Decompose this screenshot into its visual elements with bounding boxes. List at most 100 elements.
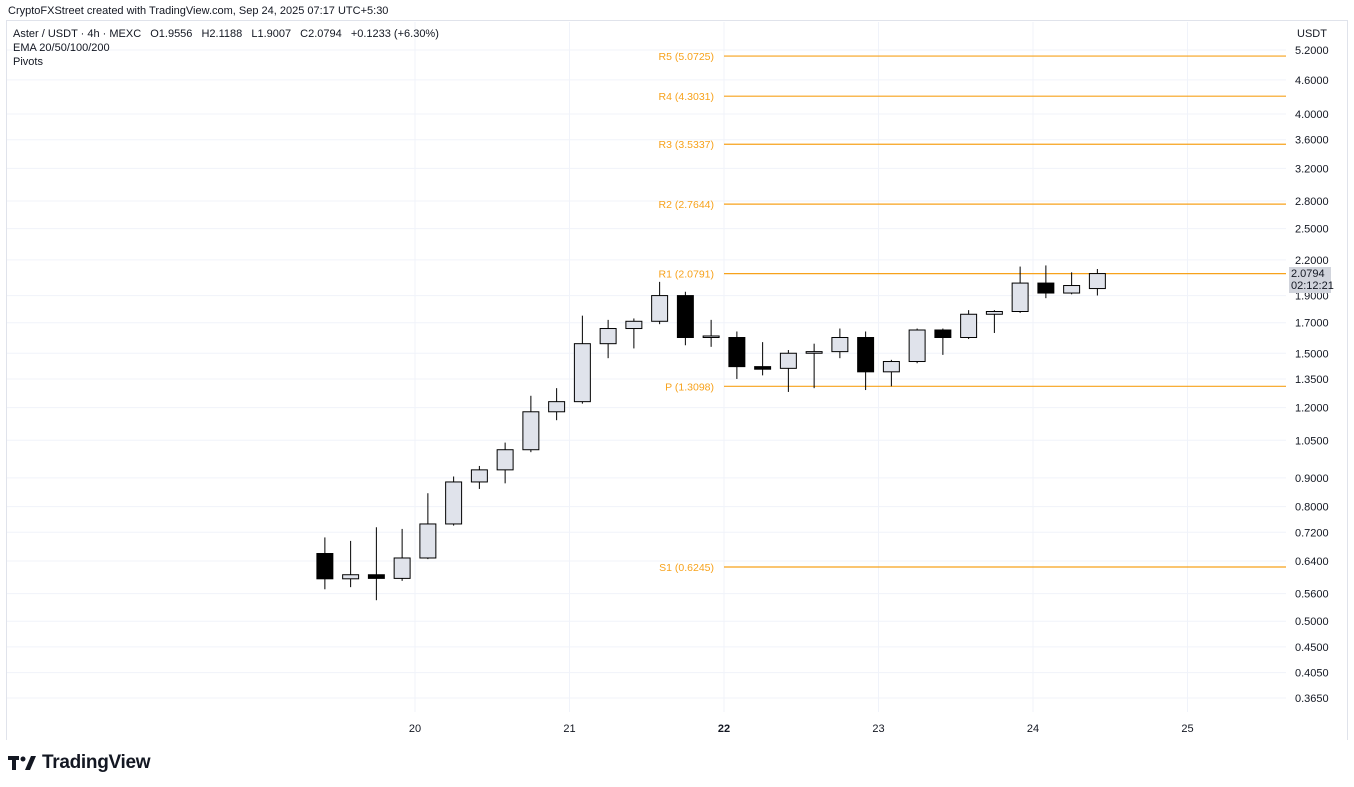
candle	[548, 388, 566, 421]
candle	[1037, 265, 1055, 299]
candle	[754, 342, 772, 376]
candle-body	[1063, 285, 1081, 294]
time-axis[interactable]: 20 21 22 23 24 25	[409, 723, 1194, 735]
candle	[522, 395, 540, 453]
candle-body	[625, 320, 643, 330]
y-tick-label: 3.6000	[1295, 135, 1329, 147]
candle-body	[522, 411, 540, 451]
chart-attribution: CryptoFXStreet created with TradingView.…	[8, 5, 389, 17]
x-tick-label: 22	[718, 723, 730, 735]
grid	[7, 22, 1286, 712]
candle	[419, 493, 437, 560]
pivot-label: R3 (3.5337)	[659, 139, 714, 151]
candle	[960, 310, 978, 340]
candle-body	[676, 295, 694, 339]
candle-body	[985, 311, 1003, 315]
y-tick-label: 2.5000	[1295, 224, 1329, 236]
y-tick-label: 0.8000	[1295, 502, 1329, 514]
pivot-label: R4 (4.3031)	[659, 91, 714, 103]
candle	[625, 318, 643, 349]
candle-body	[857, 337, 875, 373]
pivot-label: R1 (2.0791)	[659, 269, 714, 281]
legend-symbol-row: Aster / USDT · 4h · MEXC O1.9556 H2.1188…	[13, 27, 439, 41]
candle-body	[934, 329, 952, 339]
candle-body	[496, 449, 514, 471]
candle	[496, 442, 514, 484]
candle-body	[805, 351, 823, 354]
pivot-label: R5 (5.0725)	[659, 51, 714, 63]
y-tick-label: 3.2000	[1295, 163, 1329, 175]
candle	[831, 328, 849, 359]
y-tick-label: 0.6400	[1295, 556, 1329, 568]
pivot-levels: R5 (5.0725) R4 (4.3031) R3 (3.5337) R2 (2.7…	[659, 51, 1286, 574]
candle	[985, 310, 1003, 333]
y-tick-label: 1.0500	[1295, 435, 1329, 447]
tradingview-logo-icon	[8, 756, 36, 770]
candle	[1063, 272, 1081, 295]
last-price-value: 2.0794	[1291, 268, 1325, 280]
candle-body	[367, 574, 385, 579]
currency-label: USDT	[1297, 28, 1327, 40]
y-tick-label: 1.5000	[1295, 348, 1329, 360]
candle-body	[728, 337, 746, 368]
y-tick-label: 0.3650	[1295, 693, 1329, 705]
candle-body	[342, 574, 360, 580]
y-tick-label: 1.7000	[1295, 318, 1329, 330]
last-price-tag: 2.0794 02:12:21	[1289, 267, 1334, 293]
tradingview-brand: TradingView	[42, 752, 151, 773]
candle-body	[882, 361, 900, 373]
legend-low: L1.9007	[251, 28, 292, 40]
candle-body	[470, 469, 488, 483]
candle-body	[393, 557, 411, 579]
legend-symbol[interactable]: Aster / USDT · 4h · MEXC	[13, 28, 142, 40]
candle-body	[573, 343, 591, 403]
candle	[882, 359, 900, 387]
legend-change: +0.1233 (+6.30%)	[350, 28, 439, 40]
candle	[934, 328, 952, 355]
candle-body	[960, 313, 978, 339]
candle	[908, 328, 926, 364]
y-tick-label: 1.9000	[1295, 291, 1329, 303]
candle	[1011, 266, 1029, 313]
legend-indicator-pivots[interactable]: Pivots	[13, 56, 43, 68]
candle	[676, 291, 694, 346]
bar-countdown: 02:12:21	[1291, 280, 1334, 292]
candle	[728, 331, 746, 379]
candle-body	[445, 481, 463, 525]
candle	[316, 537, 334, 590]
y-tick-label: 2.8000	[1295, 196, 1329, 208]
candle-body	[548, 401, 566, 413]
candle-body	[908, 329, 926, 363]
candles	[316, 265, 1106, 601]
legend-close: C2.0794	[300, 28, 342, 40]
candle-body	[1011, 282, 1029, 313]
y-tick-label: 0.4050	[1295, 668, 1329, 680]
candle	[702, 319, 720, 347]
y-tick-label: 4.0000	[1295, 109, 1329, 121]
candle-body	[1037, 282, 1055, 294]
candle	[470, 465, 488, 489]
y-tick-label: 0.4500	[1295, 642, 1329, 654]
candle	[599, 319, 617, 359]
candle-body	[779, 352, 797, 369]
y-tick-label: 0.5000	[1295, 616, 1329, 628]
candle	[367, 527, 385, 601]
candle-body	[702, 335, 720, 339]
tradingview-logo[interactable]: TradingView	[8, 752, 151, 774]
y-tick-label: 1.3500	[1295, 374, 1329, 386]
y-tick-label: 0.9000	[1295, 473, 1329, 485]
candle	[393, 528, 411, 581]
legend-indicator-ema[interactable]: EMA 20/50/100/200	[13, 42, 110, 54]
pivot-label: S1 (0.6245)	[659, 562, 714, 574]
y-tick-label: 5.2000	[1295, 45, 1329, 57]
price-axis[interactable]: 0.3650 0.4050 0.4500 0.5000 0.5600 0.6400 0.72…	[1295, 45, 1329, 705]
candle-body	[1088, 273, 1106, 290]
y-tick-label: 0.5600	[1295, 589, 1329, 601]
pivot-label: P (1.3098)	[665, 381, 714, 393]
y-tick-label: 1.2000	[1295, 403, 1329, 415]
candle-body	[316, 553, 334, 580]
x-tick-label: 21	[563, 723, 575, 735]
legend-high: H2.1188	[201, 28, 243, 40]
x-tick-label: 24	[1027, 723, 1039, 735]
